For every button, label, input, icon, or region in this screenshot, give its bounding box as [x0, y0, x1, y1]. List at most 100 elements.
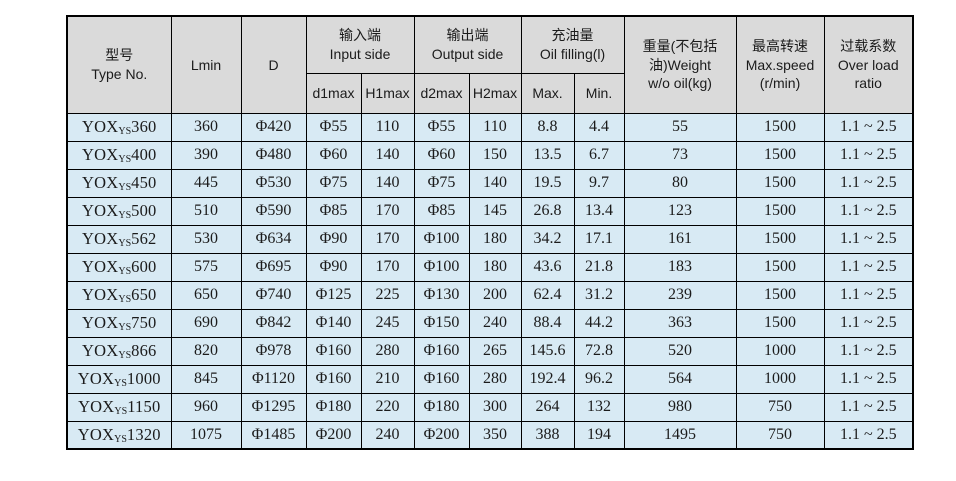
max-speed-cell: 750	[735, 392, 825, 422]
h1max-cell: 280	[360, 336, 415, 366]
table-row: YOXYS400 390 Φ480 Φ60 140 Φ60 150 13.5 6.7 73 1500…	[66, 140, 914, 170]
d-cell: Φ978	[240, 336, 307, 366]
header-weight-line3: w/o oil(kg)	[648, 74, 712, 91]
d-cell: Φ420	[240, 112, 307, 142]
h1max-cell: 110	[360, 112, 415, 142]
d1max-cell: Φ90	[305, 224, 362, 254]
model-subscript: YS	[114, 406, 128, 417]
table-row: YOXYS450 445 Φ530 Φ75 140 Φ75 140 19.5 9.7 80 1500…	[66, 168, 914, 198]
d1max-cell: Φ60	[305, 140, 362, 170]
model-subscript: YS	[118, 210, 132, 221]
model-subscript: YS	[118, 238, 132, 249]
subheader-d1max: d1max	[305, 72, 362, 114]
overload-cell: 1.1 ~ 2.5	[823, 140, 914, 170]
max-speed-cell: 750	[735, 420, 825, 450]
h2max-cell: 180	[468, 252, 522, 282]
d2max-cell: Φ55	[413, 112, 470, 142]
model-subscript: YS	[118, 126, 132, 137]
lmin-cell: 1075	[170, 420, 242, 450]
lmin-cell: 445	[170, 168, 242, 198]
table-row: YOXYS562 530 Φ634 Φ90 170 Φ100 180 34.2 17.1 161 1…	[66, 224, 914, 254]
d2max-cell: Φ100	[413, 224, 470, 254]
overload-cell: 1.1 ~ 2.5	[823, 420, 914, 450]
h2max-cell: 240	[468, 308, 522, 338]
h2max-cell: 180	[468, 224, 522, 254]
table-row: YOXYS1000 845 Φ1120 Φ160 210 Φ160 280 192.4 96.2…	[66, 364, 914, 394]
header-d: D	[240, 15, 307, 114]
oil-max-cell: 145.6	[520, 336, 575, 366]
d-cell: Φ695	[240, 252, 307, 282]
d1max-cell: Φ90	[305, 252, 362, 282]
lmin-cell: 575	[170, 252, 242, 282]
d-cell: Φ1485	[240, 420, 307, 450]
lmin-cell: 390	[170, 140, 242, 170]
h1max-cell: 240	[360, 420, 415, 450]
subheader-h1max: H1max	[360, 72, 415, 114]
oil-min-cell: 132	[573, 392, 625, 422]
model-cell: YOXYS400	[66, 140, 172, 170]
max-speed-cell: 1500	[735, 196, 825, 226]
d1max-cell: Φ75	[305, 168, 362, 198]
max-speed-cell: 1500	[735, 280, 825, 310]
header-weight: 重量(不包括 油)Weight w/o oil(kg)	[623, 15, 737, 114]
h2max-cell: 110	[468, 112, 522, 142]
overload-cell: 1.1 ~ 2.5	[823, 308, 914, 338]
model-size: 600	[131, 257, 157, 276]
table-header: 型号 Type No. Lmin D 输入端 Input side 输出端 Ou…	[66, 15, 914, 114]
d2max-cell: Φ85	[413, 196, 470, 226]
d-cell: Φ590	[240, 196, 307, 226]
model-series: YOX	[81, 313, 119, 332]
model-series: YOX	[81, 229, 119, 248]
table-row: YOXYS600 575 Φ695 Φ90 170 Φ100 180 43.6 21.8 183 1…	[66, 252, 914, 282]
model-subscript: YS	[118, 322, 132, 333]
oil-min-cell: 96.2	[573, 364, 625, 394]
d1max-cell: Φ85	[305, 196, 362, 226]
max-speed-cell: 1500	[735, 112, 825, 142]
oil-max-cell: 388	[520, 420, 575, 450]
weight-cell: 183	[623, 252, 737, 282]
model-size: 1150	[127, 397, 161, 416]
overload-cell: 1.1 ~ 2.5	[823, 364, 914, 394]
model-size: 400	[131, 145, 157, 164]
model-size: 360	[131, 117, 157, 136]
h1max-cell: 225	[360, 280, 415, 310]
header-output-side-en: Output side	[431, 45, 504, 62]
header-weight-line2: 油)Weight	[649, 56, 711, 73]
header-max-speed-line1: 最高转速	[752, 38, 809, 55]
h1max-cell: 170	[360, 196, 415, 226]
table-row: YOXYS650 650 Φ740 Φ125 225 Φ130 200 62.4 31.2 239…	[66, 280, 914, 310]
d2max-cell: Φ160	[413, 336, 470, 366]
overload-cell: 1.1 ~ 2.5	[823, 224, 914, 254]
d2max-cell: Φ130	[413, 280, 470, 310]
max-speed-cell: 1500	[735, 224, 825, 254]
model-series: YOX	[81, 145, 119, 164]
overload-cell: 1.1 ~ 2.5	[823, 280, 914, 310]
h1max-cell: 170	[360, 224, 415, 254]
weight-cell: 1495	[623, 420, 737, 450]
weight-cell: 520	[623, 336, 737, 366]
oil-max-cell: 34.2	[520, 224, 575, 254]
header-input-side-zh: 输入端	[339, 27, 381, 44]
oil-max-cell: 88.4	[520, 308, 575, 338]
model-cell: YOXYS1000	[66, 364, 172, 394]
oil-max-cell: 26.8	[520, 196, 575, 226]
d2max-cell: Φ75	[413, 168, 470, 198]
d1max-cell: Φ140	[305, 308, 362, 338]
model-cell: YOXYS1320	[66, 420, 172, 450]
d2max-cell: Φ160	[413, 364, 470, 394]
model-size: 866	[131, 341, 157, 360]
model-cell: YOXYS562	[66, 224, 172, 254]
max-speed-cell: 1500	[735, 308, 825, 338]
lmin-cell: 690	[170, 308, 242, 338]
oil-min-cell: 21.8	[573, 252, 625, 282]
model-size: 650	[131, 285, 157, 304]
header-input-side: 输入端 Input side	[305, 15, 415, 74]
header-input-side-en: Input side	[329, 45, 391, 62]
overload-cell: 1.1 ~ 2.5	[823, 168, 914, 198]
table-row: YOXYS866 820 Φ978 Φ160 280 Φ160 265 145.6 72.8 52…	[66, 336, 914, 366]
h2max-cell: 300	[468, 392, 522, 422]
d1max-cell: Φ160	[305, 364, 362, 394]
header-oil-filling-zh: 充油量	[551, 27, 594, 44]
model-subscript: YS	[118, 182, 132, 193]
lmin-cell: 510	[170, 196, 242, 226]
